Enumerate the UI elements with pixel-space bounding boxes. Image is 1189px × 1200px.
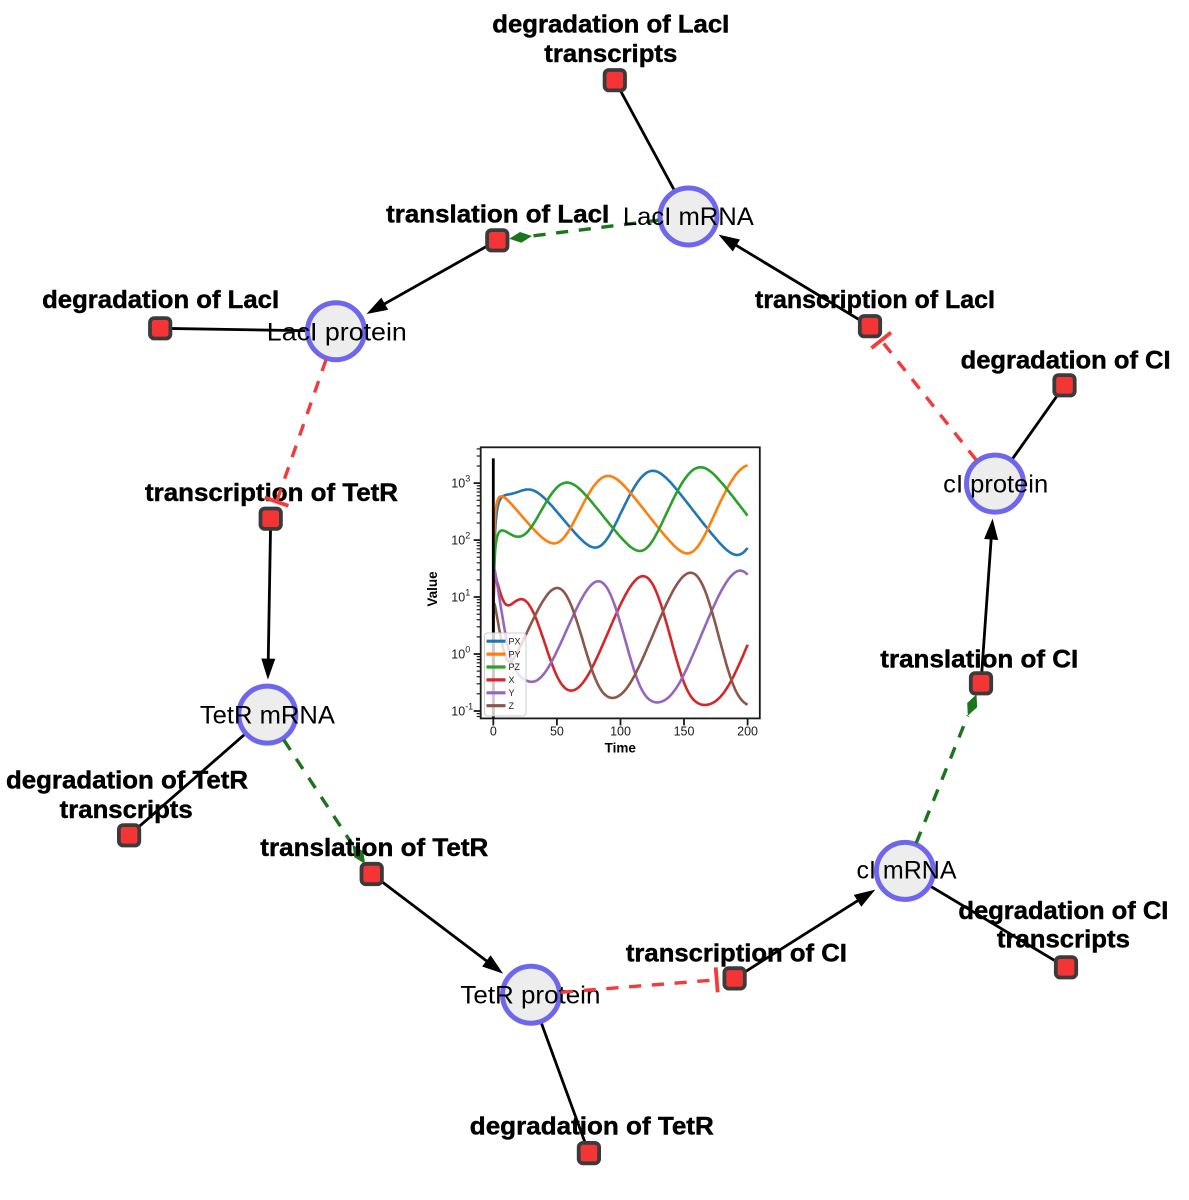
svg-text:PX: PX <box>509 636 521 646</box>
svg-text:cI mRNA: cI mRNA <box>857 857 957 885</box>
svg-text:Value: Value <box>425 571 440 607</box>
svg-text:transcription of TetR: transcription of TetR <box>145 479 398 507</box>
svg-text:TetR protein: TetR protein <box>460 982 600 1010</box>
svg-text:transcription of CI: transcription of CI <box>626 939 847 967</box>
svg-text:10: 10 <box>451 477 465 491</box>
svg-text:Z: Z <box>509 701 515 711</box>
svg-text:translation of LacI: translation of LacI <box>386 200 609 228</box>
svg-text:2: 2 <box>465 531 470 541</box>
svg-text:0: 0 <box>465 645 470 655</box>
svg-text:0: 0 <box>490 725 497 739</box>
svg-text:degradation of TetR: degradation of TetR <box>470 1113 714 1141</box>
svg-text:degradation of LacI: degradation of LacI <box>42 286 279 314</box>
svg-text:200: 200 <box>737 725 758 739</box>
svg-text:LacI mRNA: LacI mRNA <box>623 203 754 231</box>
svg-text:X: X <box>509 675 515 685</box>
svg-text:150: 150 <box>674 725 695 739</box>
svg-text:transcripts: transcripts <box>544 40 677 68</box>
svg-text:transcription of LacI: transcription of LacI <box>755 286 995 314</box>
svg-text:10: 10 <box>451 705 465 719</box>
svg-text:degradation of CI: degradation of CI <box>958 897 1168 925</box>
svg-text:100: 100 <box>610 725 631 739</box>
svg-text:Time: Time <box>605 741 637 756</box>
svg-text:Y: Y <box>509 688 515 698</box>
svg-text:degradation of CI: degradation of CI <box>961 347 1171 375</box>
svg-text:10: 10 <box>451 648 465 662</box>
svg-text:cI protein: cI protein <box>943 471 1048 499</box>
svg-text:PZ: PZ <box>509 662 521 672</box>
svg-text:transcripts: transcripts <box>997 926 1130 954</box>
svg-text:50: 50 <box>550 725 564 739</box>
svg-text:PY: PY <box>509 649 521 659</box>
svg-text:10: 10 <box>451 534 465 548</box>
svg-text:TetR mRNA: TetR mRNA <box>200 702 335 730</box>
svg-text:degradation of LacI: degradation of LacI <box>492 10 729 38</box>
svg-text:LacI protein: LacI protein <box>267 318 407 346</box>
svg-text:transcripts: transcripts <box>60 796 193 824</box>
svg-text:-1: -1 <box>465 702 473 712</box>
svg-text:10: 10 <box>451 591 465 605</box>
svg-text:translation of TetR: translation of TetR <box>260 834 488 862</box>
svg-text:degradation of TetR: degradation of TetR <box>6 767 248 795</box>
svg-text:translation of CI: translation of CI <box>880 645 1078 673</box>
svg-text:3: 3 <box>465 474 470 484</box>
svg-text:1: 1 <box>465 588 470 598</box>
